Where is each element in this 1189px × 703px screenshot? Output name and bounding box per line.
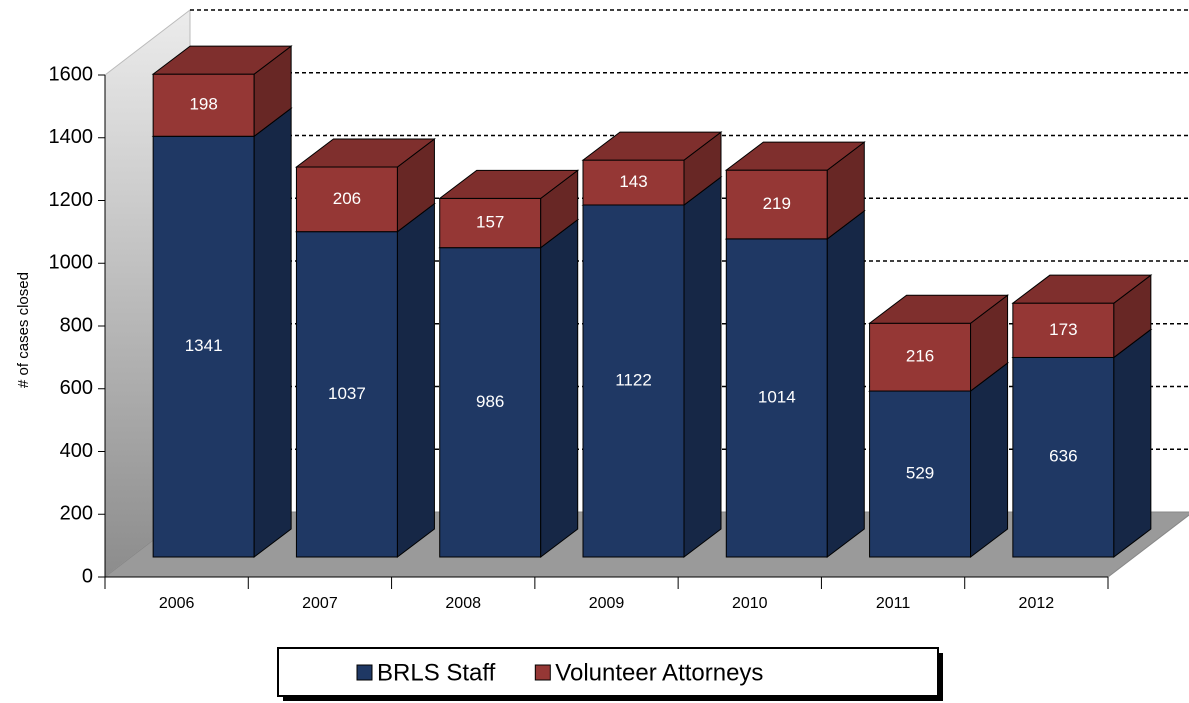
bar-top [724,141,866,171]
x-tick-label: 2010 [732,595,768,612]
bar-side [253,107,292,559]
bar-segment [869,390,972,558]
data-label: 216 [906,347,934,366]
bar-segment [295,166,398,233]
y-axis-label: # of cases closed [15,272,32,388]
bar-side [683,175,722,559]
y-tick-label: 600 [60,377,93,399]
y-tick-label: 200 [60,503,93,525]
data-label: 157 [476,212,504,231]
data-label: 986 [476,392,504,411]
bar-side [826,209,865,559]
legend-label: Volunteer Attorneys [555,659,763,686]
x-tick-label: 2008 [445,595,481,612]
data-label: 1037 [328,384,366,403]
bar-top [438,169,580,199]
data-label: 1122 [615,370,652,389]
legend-swatch [356,664,373,681]
x-tick-label: 2007 [302,595,338,612]
bar-side [540,218,579,559]
data-label: 219 [763,194,791,213]
bar-segment [582,159,685,206]
data-label: 529 [906,463,934,482]
x-tick-label: 2006 [159,595,195,612]
data-label: 636 [1049,447,1077,466]
data-label: 143 [619,172,647,191]
data-label: 1341 [185,336,223,355]
y-tick-label: 1000 [49,252,94,274]
bar-top [151,45,293,75]
y-tick-label: 1600 [49,63,94,85]
data-label: 206 [333,189,361,208]
y-tick-label: 1400 [49,126,94,148]
bar-top [581,131,723,161]
bar-segment [439,197,542,249]
bar-top [868,294,1010,324]
x-tick-label: 2009 [589,595,625,612]
legend-label: BRLS Staff [377,659,496,686]
bar-side [970,362,1009,559]
y-tick-label: 1200 [49,189,94,211]
bar-segment [725,169,828,240]
y-tick-label: 0 [82,565,93,587]
data-label: 1014 [758,387,796,406]
bar-top [294,138,436,168]
bar-side [396,202,435,559]
bar-side [1113,328,1152,559]
x-tick-label: 2011 [876,595,911,612]
legend-swatch [534,664,551,681]
bar-segment [1012,302,1115,358]
bar-segment [152,73,255,137]
y-tick-label: 800 [60,314,93,336]
bar-segment [582,204,685,558]
data-label: 198 [189,95,217,114]
y-tick-label: 400 [60,440,93,462]
bar-segment [725,238,828,558]
bar-segment [439,247,542,558]
x-tick-label: 2012 [1019,595,1055,612]
data-label: 173 [1049,320,1077,339]
legend-box [277,647,939,697]
bar-top [1011,274,1153,304]
